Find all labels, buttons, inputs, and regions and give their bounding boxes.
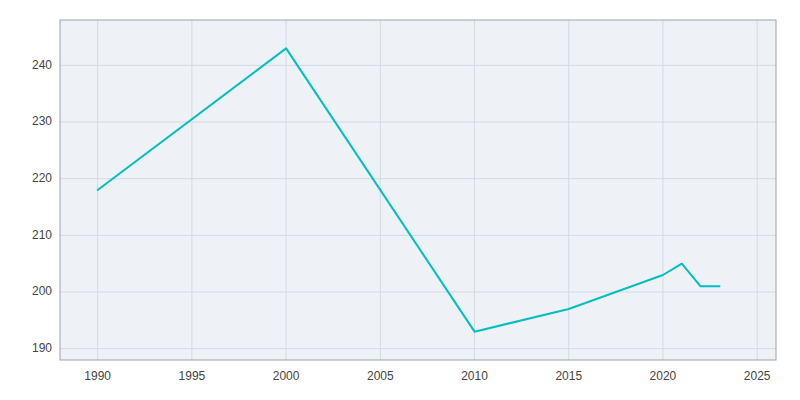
x-tick-label: 1995 (179, 369, 206, 383)
x-grid-line (191, 20, 192, 360)
x-tick-label: 2010 (461, 369, 488, 383)
x-tick-label: 2020 (650, 369, 677, 383)
population-line (98, 48, 720, 331)
y-grid-line (60, 178, 776, 179)
plot-background (60, 20, 776, 360)
y-tick-label: 240 (32, 58, 52, 72)
x-grid-line (286, 20, 287, 360)
y-tick-label: 190 (32, 341, 52, 355)
chart-svg: 190 200 210 220 230 240 1990 1995 2000 2005 2010 20… (0, 0, 800, 400)
x-grid-line (474, 20, 475, 360)
x-tick-label: 2005 (367, 369, 394, 383)
y-grid-line (60, 348, 776, 349)
x-grid-line (757, 20, 758, 360)
x-tick-label: 2025 (744, 369, 771, 383)
x-tick-label: 1990 (84, 369, 111, 383)
x-tick-label: 2015 (555, 369, 582, 383)
y-grid-line (60, 65, 776, 66)
y-grid-line (60, 122, 776, 123)
x-grid-line (662, 20, 663, 360)
y-tick-label: 200 (32, 284, 52, 298)
y-tick-label: 230 (32, 114, 52, 128)
plot-frame (60, 20, 776, 360)
x-tick-label: 2000 (273, 369, 300, 383)
axes: 190 200 210 220 230 240 1990 1995 2000 2005 2010 20… (32, 20, 776, 383)
grid (60, 20, 776, 360)
chart-container: 190 200 210 220 230 240 1990 1995 2000 2005 2010 20… (0, 0, 800, 400)
y-tick-label: 220 (32, 171, 52, 185)
y-tick-label: 210 (32, 228, 52, 242)
data-layer (98, 48, 720, 331)
y-grid-line (60, 235, 776, 236)
y-grid-line (60, 292, 776, 293)
